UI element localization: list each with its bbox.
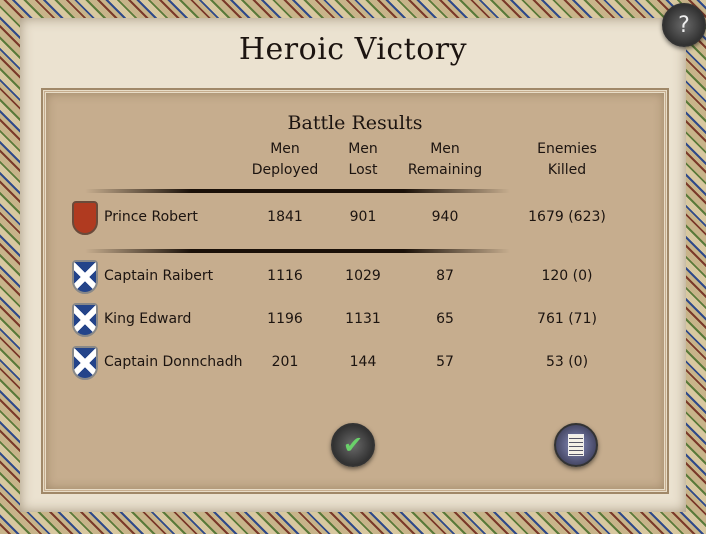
men-deployed: 1196: [267, 311, 303, 327]
men-lost: 1131: [345, 311, 381, 327]
confirm-button[interactable]: ✔: [331, 423, 375, 467]
report-button[interactable]: [554, 423, 598, 467]
scroll-icon: [568, 434, 584, 456]
men-remaining: 87: [436, 268, 454, 284]
enemies-killed: 761 (71): [537, 311, 597, 327]
commander-name: Captain Donnchadh: [104, 354, 243, 370]
table-row: Captain Donnchadh 201 144 57 53 (0): [0, 346, 706, 386]
enemies-killed: 120 (0): [541, 268, 593, 284]
men-remaining: 57: [436, 354, 454, 370]
header-men-deployed: Men Deployed: [251, 141, 319, 178]
divider: [85, 249, 510, 253]
shield-icon: [72, 201, 98, 235]
men-lost: 901: [349, 209, 377, 225]
shield-icon: [72, 260, 98, 294]
page-title: Heroic Victory: [238, 32, 468, 67]
commander-name: Captain Raibert: [104, 268, 214, 284]
shield-icon: [72, 303, 98, 337]
men-deployed: 201: [271, 354, 299, 370]
commander-name: King Edward: [104, 311, 192, 327]
table-row: King Edward 1196 1131 65 761 (71): [0, 303, 706, 343]
header-men-lost: Men Lost: [348, 141, 378, 178]
shield-icon: [72, 346, 98, 380]
men-deployed: 1841: [267, 209, 303, 225]
commander-name: Prince Robert: [104, 209, 198, 225]
men-remaining: 940: [431, 209, 459, 225]
men-lost: 1029: [345, 268, 381, 284]
men-lost: 144: [349, 354, 377, 370]
header-men-remaining: Men Remaining: [407, 141, 483, 178]
table-row: Prince Robert 1841 901 940 1679 (623): [0, 201, 706, 241]
header-enemies-killed: Enemies Killed: [537, 141, 597, 178]
enemies-killed: 1679 (623): [528, 209, 606, 225]
checkmark-icon: ✔: [342, 431, 364, 459]
help-button[interactable]: ?: [662, 3, 706, 47]
help-icon: ?: [678, 12, 690, 38]
men-deployed: 1116: [267, 268, 303, 284]
divider: [85, 189, 510, 193]
panel-title: Battle Results: [287, 112, 423, 134]
enemies-killed: 53 (0): [545, 354, 589, 370]
table-row: Captain Raibert 1116 1029 87 120 (0): [0, 260, 706, 300]
men-remaining: 65: [436, 311, 454, 327]
